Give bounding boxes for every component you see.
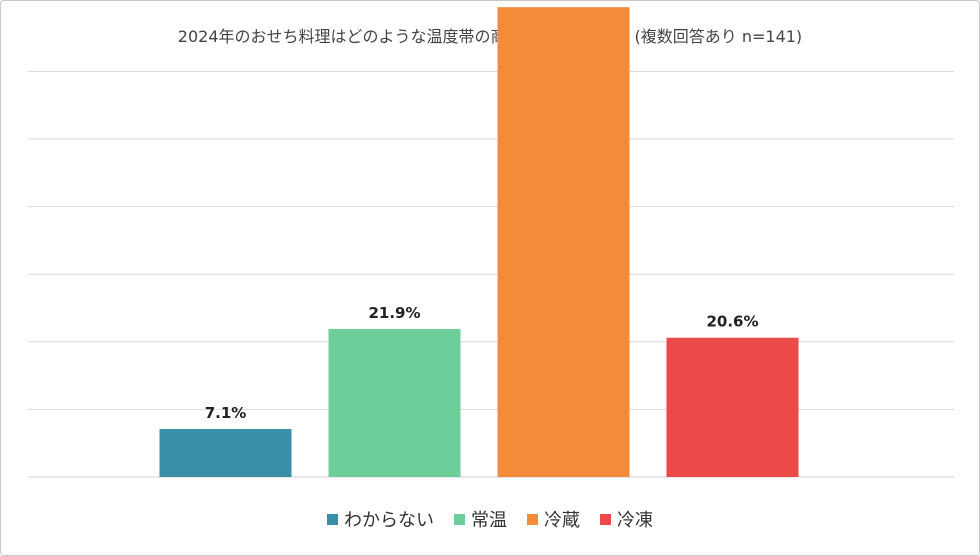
legend-item-3: 冷凍 bbox=[600, 506, 653, 532]
bar-0 bbox=[159, 429, 292, 477]
legend-swatch bbox=[600, 513, 611, 525]
bar-2 bbox=[497, 7, 630, 478]
legend-label: わからない bbox=[344, 510, 434, 531]
bar-chart-plot: 7.1%21.9%69.5%20.6% bbox=[28, 7, 954, 478]
legend-swatch bbox=[454, 513, 465, 525]
chart-title: 2024年のおせち料理はどのような温度帯の商品を選びますか？(複数回答あり n=… bbox=[177, 27, 803, 46]
data-label-0: 7.1% bbox=[205, 404, 247, 422]
legend-label: 常温 bbox=[471, 510, 507, 531]
legend-item-0: わからない bbox=[327, 506, 434, 532]
legend-label: 冷凍 bbox=[617, 510, 653, 531]
legend-item-1: 常温 bbox=[454, 506, 507, 532]
legend-item-2: 冷蔵 bbox=[527, 506, 580, 532]
bar-1 bbox=[328, 328, 461, 477]
data-label-1: 21.9% bbox=[368, 304, 420, 322]
chart-legend: わからない 常温 冷蔵 冷凍 bbox=[1, 506, 979, 532]
legend-label: 冷蔵 bbox=[544, 510, 580, 531]
legend-swatch bbox=[327, 513, 338, 525]
data-label-3: 20.6% bbox=[706, 313, 758, 331]
bar-3 bbox=[666, 337, 799, 477]
legend-swatch bbox=[527, 513, 538, 525]
